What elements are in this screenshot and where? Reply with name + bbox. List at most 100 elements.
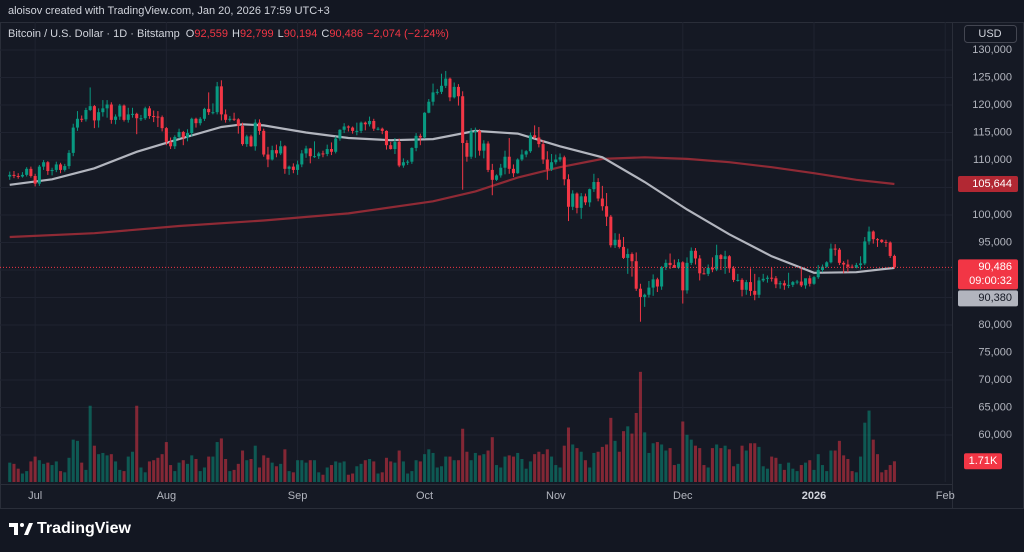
- candle-body: [524, 151, 528, 155]
- candle-body: [846, 264, 850, 267]
- volume-bar: [736, 463, 740, 482]
- candle-body: [748, 282, 753, 291]
- volume-bar: [147, 461, 151, 482]
- candle-body: [342, 126, 346, 130]
- volume-bar: [342, 461, 346, 482]
- candle-body: [257, 122, 262, 131]
- candle-body: [888, 242, 892, 256]
- candle-body: [448, 78, 452, 98]
- candle-body: [596, 182, 600, 199]
- volume-bar: [325, 467, 329, 482]
- logo-mark: [20, 523, 24, 527]
- volume-bar: [888, 465, 892, 482]
- candle-body: [42, 162, 46, 167]
- candle-body: [490, 169, 494, 180]
- volume-bar: [389, 461, 393, 482]
- ma-price-label: 90,380: [978, 292, 1012, 304]
- candle-body: [859, 263, 863, 266]
- candle-body: [482, 143, 486, 151]
- volume-bar: [376, 473, 380, 482]
- candle-body: [719, 255, 723, 260]
- volume-bar: [423, 454, 427, 482]
- candle-body: [16, 175, 20, 177]
- candle-body: [575, 193, 579, 208]
- volume-bar: [406, 473, 410, 482]
- candle-body: [867, 231, 871, 242]
- volume-bar: [185, 463, 190, 482]
- candle-body: [617, 239, 621, 247]
- candle-body: [583, 196, 587, 203]
- y-tick-label: 110,000: [973, 154, 1012, 166]
- volume-bar: [503, 456, 507, 482]
- candle-body: [672, 265, 676, 268]
- candle-body: [795, 281, 799, 283]
- candle-body: [363, 122, 367, 125]
- volume-bar: [829, 450, 833, 482]
- candle-body: [334, 138, 338, 152]
- volume-bar: [863, 422, 867, 482]
- candle-body: [300, 153, 304, 165]
- volume-bar: [207, 456, 211, 482]
- volume-bar: [401, 461, 405, 482]
- candle-body: [130, 113, 135, 115]
- candle-body: [507, 156, 511, 169]
- x-tick-label: Sep: [288, 490, 308, 502]
- candle-body: [152, 116, 156, 118]
- volume-bar: [308, 460, 312, 482]
- candle-body: [782, 283, 786, 286]
- candle-body: [630, 254, 634, 262]
- volume-bar: [42, 463, 46, 482]
- candle-body: [499, 167, 503, 176]
- candle-body: [533, 135, 537, 138]
- candle-body: [677, 262, 681, 268]
- volume-bar: [169, 465, 173, 482]
- volume-bar: [541, 454, 545, 482]
- y-tick-label: 115,000: [973, 126, 1012, 138]
- change: −2,074 (−2.24%): [367, 28, 449, 40]
- volume-bar: [372, 461, 376, 482]
- candle-body: [304, 148, 308, 154]
- candle-body: [312, 156, 317, 158]
- volume-bar: [677, 463, 681, 482]
- volume-bar: [681, 421, 685, 482]
- volume-bar: [88, 405, 92, 482]
- volume-bar: [550, 456, 554, 482]
- volume-bar: [753, 443, 757, 482]
- currency[interactable]: USD: [978, 28, 1001, 40]
- volume-bar: [685, 434, 689, 482]
- volume-bar: [782, 469, 786, 482]
- volume-bar: [634, 413, 638, 482]
- candle-body: [765, 277, 769, 279]
- volume-bar: [520, 459, 524, 482]
- ohlc-key: O: [186, 28, 195, 40]
- candle-body: [647, 287, 651, 295]
- candle-body: [20, 174, 24, 177]
- candle-body: [452, 86, 456, 98]
- candle-body: [109, 104, 113, 120]
- candle-body: [241, 125, 245, 145]
- volume-bar: [825, 471, 829, 482]
- candle-body: [621, 246, 626, 258]
- y-tick-label: 100,000: [972, 209, 1012, 221]
- candle-body: [558, 157, 562, 160]
- y-tick-label: 70,000: [978, 374, 1012, 386]
- currency-box[interactable]: [964, 25, 1017, 43]
- candle-body: [613, 239, 617, 246]
- candle-body: [88, 106, 92, 110]
- candle-body: [837, 249, 841, 263]
- ma-price-label-box: [958, 175, 1018, 192]
- candle-body: [863, 241, 867, 264]
- candle-body: [592, 182, 596, 190]
- volume-bar: [414, 460, 418, 482]
- volume-bar: [473, 452, 477, 482]
- volume-bar: [575, 448, 579, 482]
- candle-body: [368, 120, 372, 125]
- candle-body: [384, 130, 388, 146]
- volume-bar: [274, 466, 278, 482]
- candle-body: [190, 118, 194, 134]
- volume-bar: [600, 446, 604, 482]
- candle-body: [266, 154, 270, 160]
- volume-bar: [482, 454, 486, 482]
- candle-body: [469, 131, 473, 157]
- candle-body: [232, 118, 236, 120]
